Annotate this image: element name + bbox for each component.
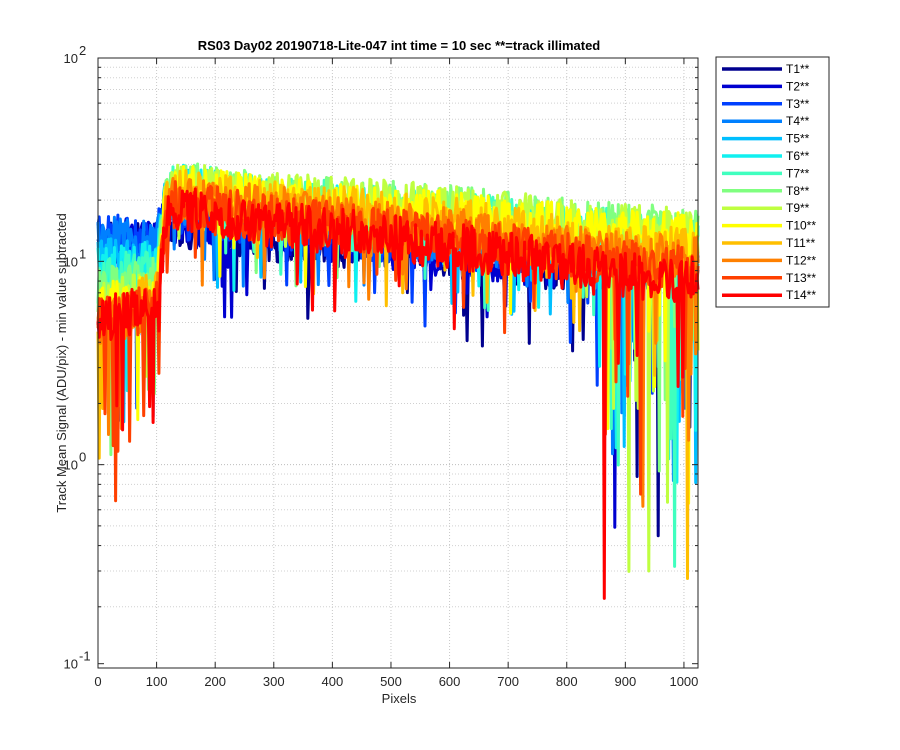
y-tick-exponent: -1 bbox=[79, 649, 91, 664]
legend-label-5: T5** bbox=[786, 132, 810, 146]
y-tick-exponent: 2 bbox=[79, 43, 86, 58]
legend-label-13: T13** bbox=[786, 271, 816, 285]
x-tick-label: 500 bbox=[380, 674, 402, 689]
y-tick-label: 10 bbox=[64, 458, 78, 473]
legend-label-4: T4** bbox=[786, 114, 810, 128]
legend-label-1: T1** bbox=[786, 62, 810, 76]
legend-label-14: T14** bbox=[786, 288, 816, 302]
legend-label-3: T3** bbox=[786, 97, 810, 111]
series-group bbox=[96, 162, 700, 600]
legend-label-8: T8** bbox=[786, 184, 810, 198]
y-tick-label: 10 bbox=[64, 254, 78, 269]
legend: T1** T2** T3** T4** T5** T6** T7** T8** T9** T10*… bbox=[715, 56, 830, 308]
x-axis-label: Pixels bbox=[382, 691, 417, 706]
legend-label-7: T7** bbox=[786, 166, 810, 180]
legend-box bbox=[715, 56, 830, 308]
y-tick-exponent: 1 bbox=[79, 246, 86, 261]
x-tick-label: 600 bbox=[439, 674, 461, 689]
y-tick-exponent: 0 bbox=[79, 450, 86, 465]
x-tick-label: 800 bbox=[556, 674, 578, 689]
series-line-14 bbox=[96, 187, 700, 600]
legend-label-12: T12** bbox=[786, 253, 816, 267]
y-tick-label: 10 bbox=[64, 51, 78, 66]
x-tick-label: 100 bbox=[146, 674, 168, 689]
x-tick-label: 1000 bbox=[669, 674, 698, 689]
x-axis: 0 100 200 300 400 500 600 700 800 900 1000 bbox=[94, 58, 698, 689]
y-axis-label: Track Mean Signal (ADU/pix) - min value … bbox=[54, 213, 69, 512]
chart-title: RS03 Day02 20190718-Lite-047 int time = … bbox=[198, 38, 601, 53]
legend-label-9: T9** bbox=[786, 201, 810, 215]
x-tick-label: 200 bbox=[204, 674, 226, 689]
legend-label-2: T2** bbox=[786, 79, 810, 93]
x-tick-label: 700 bbox=[497, 674, 519, 689]
plot-frame bbox=[97, 57, 699, 669]
y-tick-label: 10 bbox=[64, 657, 78, 672]
legend-label-6: T6** bbox=[786, 149, 810, 163]
x-tick-label: 900 bbox=[614, 674, 636, 689]
x-tick-label: 0 bbox=[94, 674, 101, 689]
legend-label-10: T10** bbox=[786, 219, 816, 233]
x-tick-label: 400 bbox=[322, 674, 344, 689]
legend-label-11: T11** bbox=[786, 236, 815, 250]
x-tick-label: 300 bbox=[263, 674, 285, 689]
